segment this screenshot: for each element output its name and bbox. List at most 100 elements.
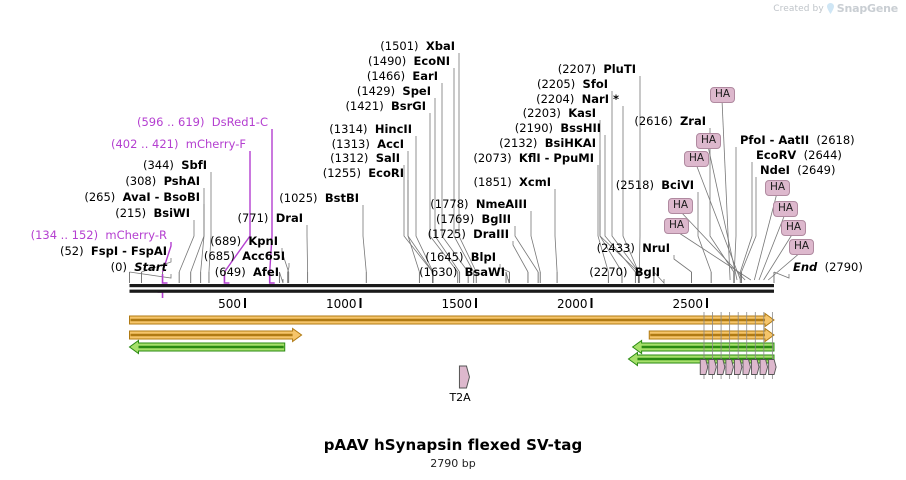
- callout-position-kfli: (2073): [473, 151, 512, 165]
- callout-name-xbai: XbaI: [425, 39, 455, 53]
- callout-name-kpni: KpnI: [248, 234, 278, 248]
- callout-name-dsred1-c: DsRed1-C: [211, 115, 268, 129]
- callout-position-afei: (649): [214, 265, 246, 279]
- callout-position-draiii: (1725): [427, 227, 466, 241]
- callout-name-bstbi: BstBI: [324, 191, 359, 205]
- ha-box-8[interactable]: [768, 359, 777, 375]
- leader-line-bcivi: [697, 192, 712, 273]
- callout-name-fspi: FspI - FspAI: [90, 244, 167, 258]
- callout-name-bsawi: BsaWI: [464, 265, 505, 279]
- ha-leader-line-6: [758, 213, 786, 281]
- callout-position-mcherry-f: (402 .. 421): [110, 137, 179, 151]
- ha-box-0[interactable]: [699, 359, 709, 375]
- callout-label-sbfi: (344) SbfI: [0, 159, 207, 171]
- leader-line-hincii: [415, 136, 434, 273]
- callout-name-xcmi: XcmI: [519, 175, 551, 189]
- callout-name-hincii: HincII: [374, 122, 412, 136]
- callout-label-bsshii: (2190) BssHII: [0, 122, 601, 134]
- ha-box-6[interactable]: [751, 359, 760, 375]
- ha-chip-0[interactable]: HA: [710, 87, 736, 103]
- ha-chip-6[interactable]: HA: [773, 201, 799, 217]
- callout-position-sfoi: (2205): [536, 77, 576, 91]
- callout-position-end: (2790): [824, 260, 863, 274]
- leader-line-mcherry-f: [223, 151, 251, 273]
- callout-name-kasi: KasI: [568, 106, 596, 120]
- callout-label-blpi: (1645) BlpI: [0, 251, 496, 263]
- title-block: pAAV hSynapsin flexed SV-tag 2790 bp: [0, 436, 906, 470]
- callout-label-draiii: (1725) DraIII: [0, 228, 509, 240]
- callout-name-afei: AfeI: [253, 265, 279, 279]
- leader-line-start: [129, 271, 172, 279]
- callout-label-acci: (1313) AccI: [0, 138, 404, 150]
- callout-position-pshai: (308): [125, 174, 157, 188]
- callout-position-bstbi: (1025): [279, 191, 318, 205]
- callout-position-bsihkai: (2132): [499, 136, 538, 150]
- leader-line-kpni: [281, 248, 290, 273]
- callout-name-draiii: DraIII: [473, 227, 509, 241]
- ruler-label-1500: 1500: [441, 297, 472, 311]
- callout-position-ndei: (2649): [797, 163, 836, 177]
- leader-line-xbai: [458, 53, 477, 273]
- ha-chip-4[interactable]: HA: [664, 218, 690, 234]
- callout-label-mcherry-f: (402 .. 421) mCherry-F: [0, 138, 246, 150]
- callout-position-ecori: (1255): [322, 166, 361, 180]
- callout-name-bglii: BglII: [481, 212, 512, 226]
- callout-label-mcherry-r: (134 .. 152) mCherry-R: [0, 229, 167, 241]
- callout-position-bglii: (1769): [435, 212, 475, 226]
- leader-line-bsawi: [505, 271, 510, 284]
- callout-name-pfoi: PfoI - AatII: [740, 133, 810, 147]
- ruler-label-2000: 2000: [557, 297, 588, 311]
- leader-line-draiii: [512, 241, 529, 273]
- leader-line-nrui: [673, 255, 692, 273]
- callout-name-kfli: KflI - PpuMI: [518, 151, 594, 165]
- leader-line-pshai: [200, 188, 205, 273]
- ha-chip-7[interactable]: HA: [781, 220, 807, 236]
- ha-leader-line-4: [675, 230, 752, 281]
- callout-name-mcherry-f: mCherry-F: [185, 137, 246, 151]
- leader-line-nari: [622, 106, 639, 273]
- callout-position-spei: (1429): [356, 84, 396, 98]
- ha-box-2[interactable]: [716, 359, 726, 375]
- ha-chip-5[interactable]: HA: [765, 180, 791, 196]
- leader-line-kfli: [597, 165, 609, 273]
- t2a-feature-label: T2A: [449, 391, 471, 404]
- callout-name-bsshii: BssHII: [560, 121, 601, 135]
- leader-line-eari: [441, 83, 469, 273]
- ha-chip-8[interactable]: HA: [789, 239, 815, 255]
- callout-name-ecori: EcoRI: [368, 166, 404, 180]
- callout-name-sbfi: SbfI: [181, 158, 207, 172]
- leader-line-bstbi: [362, 205, 367, 273]
- ha-chip-2[interactable]: HA: [684, 151, 710, 167]
- ha-box-4[interactable]: [733, 359, 743, 375]
- callout-position-acci: (1313): [331, 137, 370, 151]
- callout-name-bsiwi: BsiWI: [153, 206, 190, 220]
- credit-prefix-text: Created by: [773, 3, 824, 14]
- callout-label-afei: (649) AfeI: [0, 266, 279, 278]
- ruler-label-500: 500: [218, 297, 241, 311]
- ha-chip-3[interactable]: HA: [668, 198, 694, 214]
- t2a-feature-glyph[interactable]: [458, 365, 470, 389]
- leader-line-dsred1-c: [269, 129, 273, 273]
- callout-position-pfoi: (2618): [816, 133, 855, 147]
- callout-position-fspi: (52): [59, 244, 84, 258]
- callout-label-kasi: (2203) KasI: [0, 107, 596, 119]
- ruler-label-1000: 1000: [326, 297, 357, 311]
- ha-box-5[interactable]: [742, 359, 751, 375]
- callout-name-econi: EcoNI: [413, 54, 450, 68]
- ha-box-1[interactable]: [708, 359, 717, 375]
- callout-position-acc65i: (685): [203, 249, 235, 263]
- leader-line-econi: [453, 68, 475, 273]
- callout-position-avai: (265): [84, 190, 116, 204]
- callout-label-hincii: (1314) HincII: [0, 123, 412, 135]
- leader-line-bsrgi: [429, 113, 459, 273]
- ha-box-3[interactable]: [725, 359, 734, 375]
- callout-position-mcherry-r: (134 .. 152): [30, 228, 99, 242]
- callout-position-blpi: (1645): [425, 250, 464, 264]
- ha-chip-1[interactable]: HA: [696, 133, 722, 149]
- ha-box-7[interactable]: [759, 359, 769, 375]
- callout-name-bcivi: BciVI: [661, 178, 694, 192]
- callout-label-bgli: (2270) BglI: [0, 266, 660, 278]
- callout-position-bsawi: (1630): [419, 265, 458, 279]
- callout-name-bsrgi: BsrGI: [391, 99, 426, 113]
